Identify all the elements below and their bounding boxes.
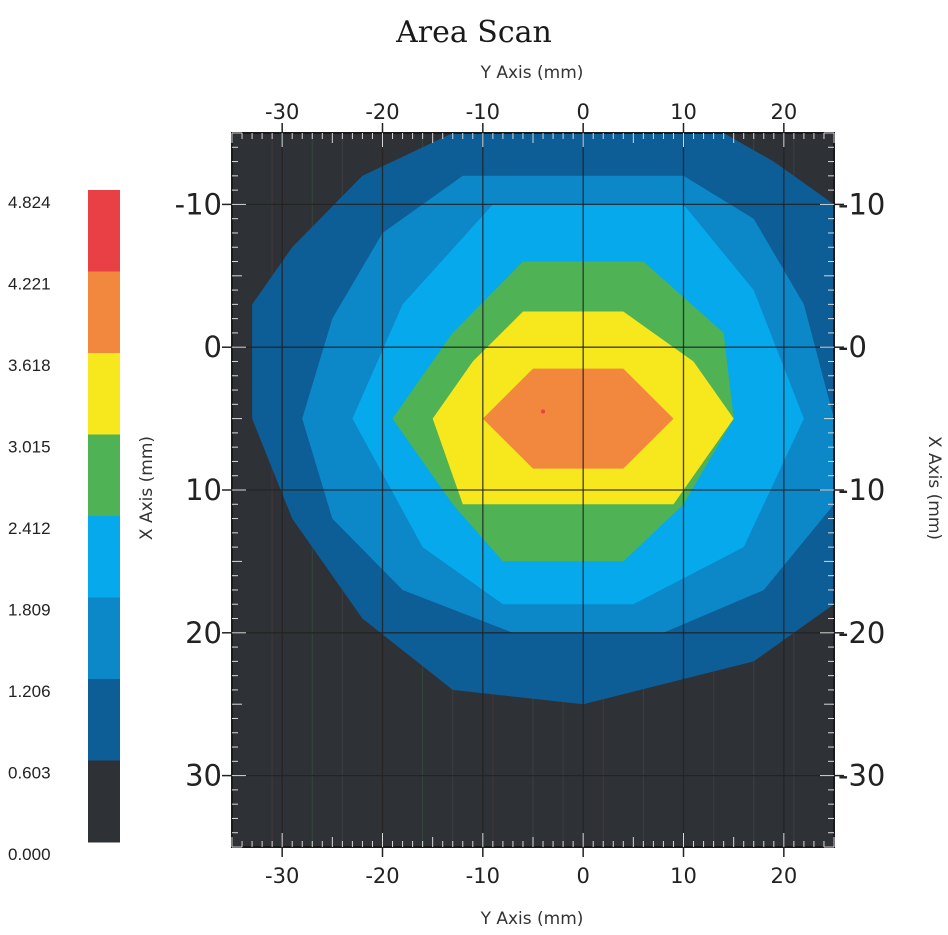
legend-swatch <box>88 679 120 761</box>
grid-lines <box>232 133 834 847</box>
bottom-tick-label: 10 <box>670 864 697 888</box>
legend-label: 4.221 <box>8 275 51 294</box>
left-axis-title: X Axis (mm) <box>137 436 157 540</box>
legend-swatch <box>88 353 120 435</box>
legend-swatch <box>88 271 120 354</box>
left-tick-label: 0 <box>204 330 222 364</box>
right-axis-title: X Axis (mm) <box>924 436 944 540</box>
top-tick-label: -30 <box>265 100 299 124</box>
axis-ticks: -30 -30 -20 -20 -10 -10 0 0 10 10 20 20 -10 -10 0 -0 10 -… <box>175 100 886 888</box>
top-axis-title: Y Axis (mm) <box>480 63 584 83</box>
legend-label: 3.618 <box>8 356 51 375</box>
bottom-tick-label: 20 <box>770 864 797 888</box>
legend-label: 0.603 <box>8 764 51 783</box>
plot-area <box>232 133 834 847</box>
legend-swatch <box>88 597 120 680</box>
legend-label: 4.824 <box>8 193 51 212</box>
legend-label: 2.412 <box>8 519 51 538</box>
left-tick-label: 30 <box>185 759 222 793</box>
legend-label: 3.015 <box>8 438 51 457</box>
bottom-tick-label: -30 <box>265 864 299 888</box>
left-tick-label: -10 <box>175 187 222 221</box>
right-tick-label: -10 <box>838 187 885 221</box>
left-tick-label: 10 <box>185 473 222 507</box>
legend-swatch <box>88 434 120 517</box>
legend-swatch <box>88 760 120 843</box>
right-tick-label: -20 <box>838 616 885 650</box>
legend-swatch <box>88 190 120 272</box>
legend-label: 1.206 <box>8 682 51 701</box>
legend-label: 1.809 <box>8 601 51 620</box>
chart-title: Area Scan <box>395 15 552 50</box>
left-tick-label: 20 <box>185 616 222 650</box>
bottom-axis-title: Y Axis (mm) <box>480 909 584 929</box>
bottom-tick-label: -20 <box>365 864 399 888</box>
peak-marker <box>541 409 546 414</box>
top-tick-label: 20 <box>770 100 797 124</box>
top-tick-label: -20 <box>365 100 399 124</box>
right-tick-label: -0 <box>838 330 867 364</box>
bottom-tick-label: 0 <box>576 864 589 888</box>
right-tick-label: -30 <box>838 759 885 793</box>
legend-swatch <box>88 516 120 598</box>
right-tick-label: -10 <box>838 473 885 507</box>
top-tick-label: 10 <box>670 100 697 124</box>
top-tick-label: -10 <box>466 100 500 124</box>
color-legend: 4.824 4.221 3.618 3.015 2.412 1.809 1.206 0.603… <box>8 190 120 864</box>
top-tick-label: 0 <box>576 100 589 124</box>
legend-label: 0.000 <box>8 845 51 864</box>
contour-level-6 <box>482 368 674 469</box>
contour-group <box>252 133 834 705</box>
bottom-tick-label: -10 <box>466 864 500 888</box>
